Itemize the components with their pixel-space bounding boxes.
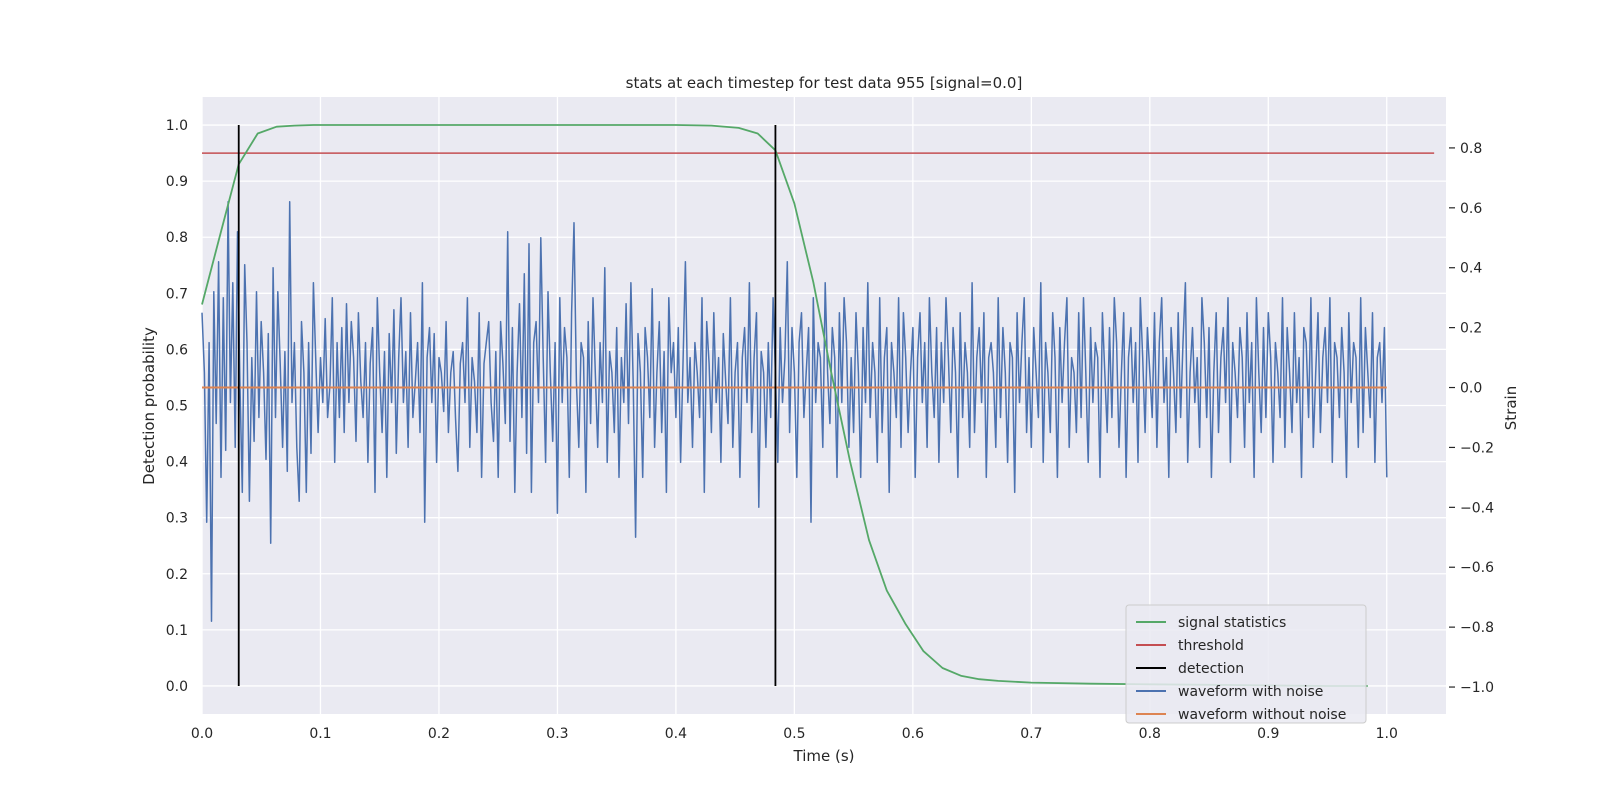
chart-title: stats at each timestep for test data 955… <box>626 74 1023 92</box>
y2-tick-label: 0.0 <box>1460 381 1482 397</box>
x-tick-label: 0.5 <box>783 726 805 742</box>
y2-tick-label: −0.2 <box>1460 440 1494 456</box>
y2-tick-label: −0.6 <box>1460 560 1494 576</box>
y-tick-label: 0.7 <box>166 286 188 302</box>
y2-tick-label: −1.0 <box>1460 680 1494 696</box>
y2-tick-label: −0.8 <box>1460 620 1494 636</box>
x-tick-label: 0.4 <box>665 726 687 742</box>
legend-label: signal statistics <box>1178 615 1286 631</box>
y2-axis-ticks: −1.0 −0.8 −0.6 −0.4 −0.2 0.0 0.2 0.4 0.6 0.8 <box>1449 141 1494 696</box>
waveform-with-noise-line <box>201 201 1388 622</box>
y-tick-label: 0.8 <box>166 230 188 246</box>
y-tick-label: 0.2 <box>166 567 188 583</box>
y-tick-label: 0.3 <box>166 511 188 527</box>
x-tick-label: 0.8 <box>1139 726 1161 742</box>
x-axis-label: Time (s) <box>793 747 855 765</box>
y-tick-label: 0.4 <box>166 455 188 471</box>
legend: signal statistics threshold detection wavef… <box>1125 604 1367 724</box>
y-tick-label: 0.5 <box>166 399 188 415</box>
y2-tick-label: 0.8 <box>1460 141 1482 157</box>
y-tick-label: 0.6 <box>166 342 188 358</box>
x-tick-label: 0.7 <box>1020 726 1042 742</box>
y-axis-ticks: 0.0 0.1 0.2 0.3 0.4 0.5 0.6 0.7 0.8 0.9 1.0 <box>166 118 188 695</box>
x-tick-label: 0.2 <box>428 726 450 742</box>
y2-tick-label: −0.4 <box>1460 500 1494 516</box>
legend-box <box>1125 604 1367 724</box>
signal-statistics-line <box>201 124 1368 687</box>
y2-tick-label: 0.2 <box>1460 321 1482 337</box>
y-tick-label: 0.0 <box>166 679 188 695</box>
y2-tick-label: 0.4 <box>1460 261 1482 277</box>
y-tick-label: 0.1 <box>166 623 188 639</box>
y-axis-label: Detection probability <box>140 327 158 485</box>
y2-tick-label: 0.6 <box>1460 201 1482 217</box>
legend-label: detection <box>1178 661 1244 677</box>
y-tick-label: 0.9 <box>166 174 188 190</box>
x-tick-label: 0.9 <box>1257 726 1279 742</box>
x-tick-label: 0.6 <box>902 726 924 742</box>
x-tick-label: 1.0 <box>1376 726 1398 742</box>
plot-series <box>201 124 1435 687</box>
legend-label: waveform with noise <box>1178 684 1323 700</box>
legend-label: threshold <box>1178 638 1244 654</box>
x-tick-label: 0.0 <box>191 726 213 742</box>
y-tick-label: 1.0 <box>166 118 188 134</box>
x-tick-label: 0.1 <box>309 726 331 742</box>
grid-lines <box>201 97 1446 714</box>
x-axis-ticks: 0.0 0.1 0.2 0.3 0.4 0.5 0.6 0.7 0.8 0.9 1.0 <box>191 726 1398 742</box>
x-tick-label: 0.3 <box>546 726 568 742</box>
y2-axis-label: Strain <box>1502 386 1520 430</box>
legend-label: waveform without noise <box>1178 707 1346 723</box>
